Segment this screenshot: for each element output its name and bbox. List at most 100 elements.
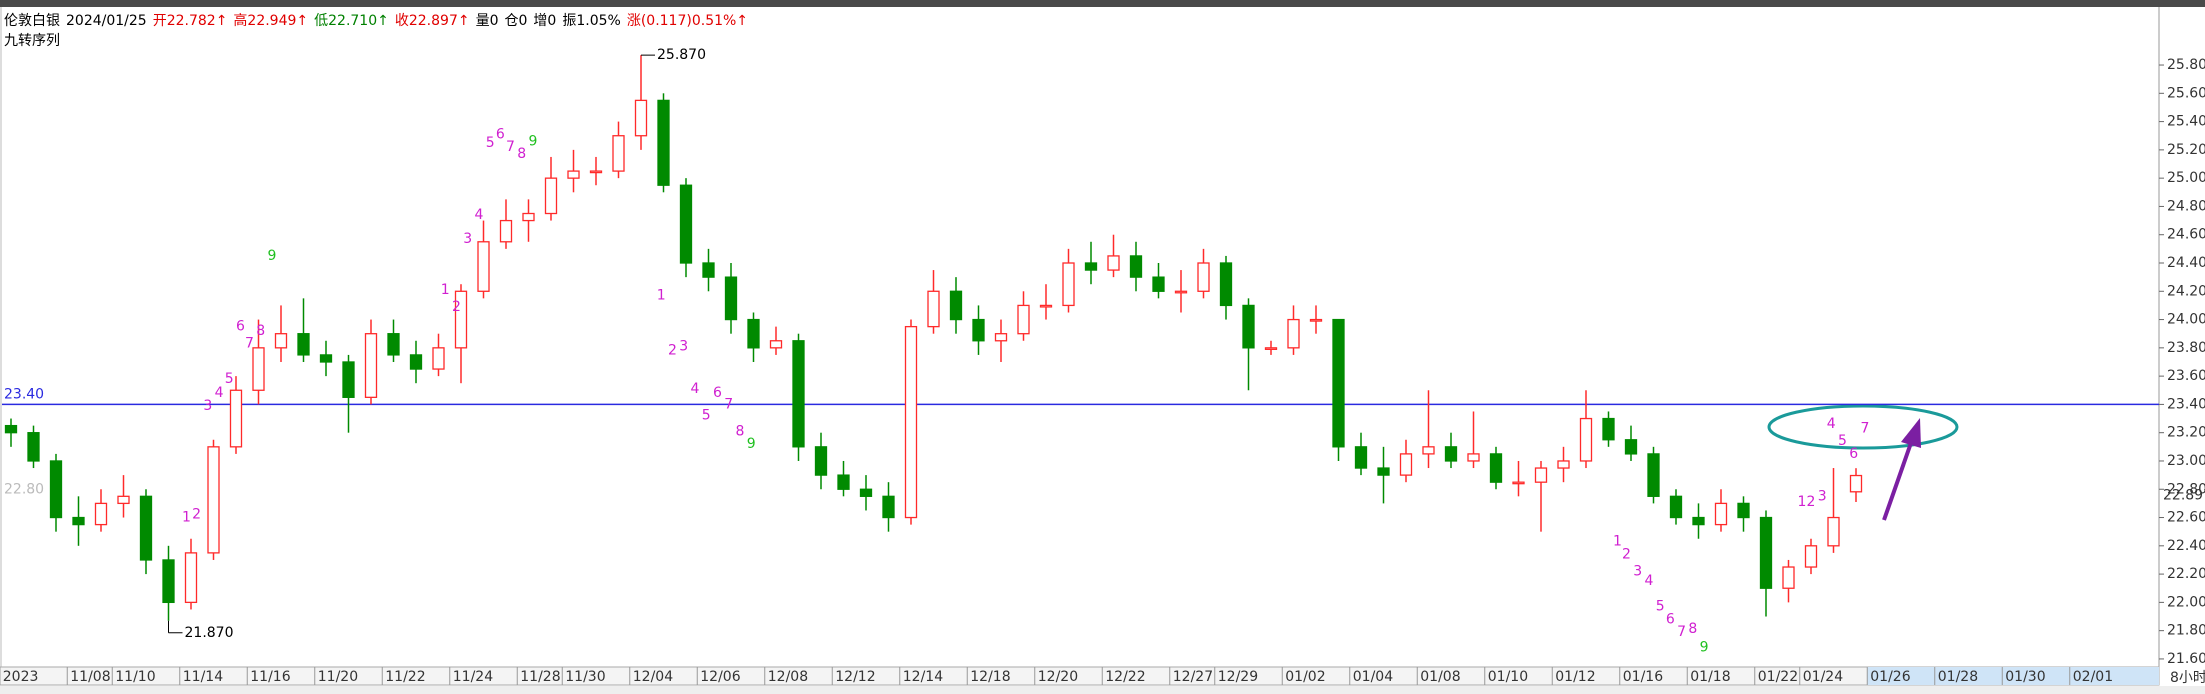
candle-body: [297, 333, 310, 356]
x-tick-label: 12/29: [1218, 669, 1258, 685]
candle-body: [1647, 453, 1660, 497]
highlight-ellipse: [1767, 404, 1959, 450]
candle-body: [1669, 495, 1683, 519]
td-count: 4: [691, 381, 700, 397]
candle-body: [117, 495, 130, 505]
x-tick-label: 12/04: [633, 669, 673, 685]
candle-body: [477, 241, 490, 292]
y-tick-label: 23.600: [2167, 368, 2205, 384]
x-tick-label: 11/14: [183, 669, 223, 685]
candle-body: [1624, 439, 1638, 455]
candle-body: [1354, 446, 1368, 469]
candle-body: [1219, 262, 1233, 307]
x-tick-label: 11/16: [250, 669, 290, 685]
td-count: 4: [215, 385, 224, 401]
y-tick-label: 23.800: [2167, 340, 2205, 356]
x-tick-label: 01/16: [1623, 669, 1663, 685]
period-label: 8小时: [2170, 670, 2205, 686]
low-label: 21.870: [185, 625, 234, 641]
td-count: 2: [668, 343, 677, 359]
x-tick-label: 12/22: [1105, 669, 1145, 685]
td-count: 3: [1818, 488, 1827, 504]
td-count: 5: [702, 408, 711, 424]
x-tick-label: 12/08: [768, 669, 808, 685]
candle-body: [94, 502, 108, 526]
td-count: 4: [1827, 416, 1836, 432]
x-tick-label: 12/18: [970, 669, 1010, 685]
x-tick-label: 01/30: [2005, 669, 2045, 685]
candle-body: [252, 347, 265, 391]
td-count: 1: [1798, 494, 1807, 510]
x-tick-label: 11/24: [453, 669, 493, 685]
candle-body: [1062, 262, 1075, 307]
td-count: 1: [441, 282, 450, 298]
header-item: 仓0: [505, 13, 528, 29]
y-tick-label: 22.400: [2167, 538, 2205, 554]
td-count: 9: [268, 248, 277, 264]
candle-body: [49, 460, 63, 519]
arrow-shaft: [1882, 439, 1914, 521]
x-tick-label: 12/27: [1173, 669, 1213, 685]
header-item: 涨(0.117)0.51%↑: [627, 13, 748, 29]
td-count: 6: [713, 385, 722, 401]
x-tick-label: 12/14: [903, 669, 943, 685]
arrow-head: [1901, 418, 1921, 448]
candle-body: [364, 333, 378, 398]
y-tick-label: 23.200: [2167, 425, 2205, 441]
candle-body: [1422, 446, 1435, 455]
candle-body: [679, 184, 693, 264]
candle-body: [1714, 502, 1728, 526]
td-count: 9: [1700, 640, 1709, 656]
future-region: [1867, 667, 2159, 685]
candle-body: [207, 446, 220, 554]
candle-body: [634, 99, 648, 137]
x-tick-label: 11/20: [318, 669, 358, 685]
candle-body: [882, 495, 895, 519]
candle-body: [1759, 516, 1773, 589]
x-tick-label: 11/30: [565, 669, 605, 685]
background: [0, 7, 2205, 694]
x-tick-label: 01/18: [1690, 669, 1730, 685]
y-tick-label: 22.200: [2167, 566, 2205, 582]
x-tick-label: 01/26: [1870, 669, 1910, 685]
td-count: 5: [1838, 433, 1847, 449]
candle-body: [1827, 516, 1840, 547]
candle-body: [1849, 474, 1863, 493]
x-tick-label: 01/28: [1938, 669, 1978, 685]
window-bar: [0, 0, 2205, 7]
candle-body: [1084, 262, 1098, 271]
x-tick-label: 01/12: [1555, 669, 1595, 685]
candle-body: [1692, 516, 1705, 526]
x-tick-label: 12/12: [835, 669, 875, 685]
x-tick-label: 11/10: [115, 669, 155, 685]
candle-body: [1017, 304, 1030, 335]
td-count: 7: [506, 139, 515, 155]
x-tick-label: 12/20: [1038, 669, 1078, 685]
candle-body: [139, 495, 153, 561]
candle-body: [522, 212, 535, 222]
candle-body: [612, 135, 625, 172]
candle-body: [792, 340, 805, 448]
y-tick-label: 22.800: [2167, 481, 2205, 497]
td-count: 6: [1666, 611, 1675, 627]
y-tick-label: 21.800: [2167, 623, 2205, 639]
x-tick-label: 11/22: [385, 669, 425, 685]
td-count: 8: [517, 146, 526, 162]
candle-body: [1287, 318, 1300, 349]
candle-body: [1242, 304, 1255, 349]
header-item: 低22.710↑: [314, 13, 389, 29]
candle-body: [657, 99, 670, 186]
candle-body: [949, 290, 963, 321]
header-item: 振1.05%: [562, 13, 620, 29]
y-tick-label: 22.000: [2167, 594, 2205, 610]
price-level-label: 23.40: [4, 386, 44, 402]
candle-body: [1467, 453, 1480, 462]
candle-body: [994, 333, 1008, 342]
y-tick-label: 24.200: [2167, 283, 2205, 299]
td-count: 3: [463, 231, 472, 247]
td-count: 4: [475, 207, 484, 223]
candle-body: [184, 552, 198, 604]
y-tick-label: 24.000: [2167, 312, 2205, 328]
header: 伦敦白银 2024/01/25 开22.782↑ 高22.949↑ 低22.710↑ 收2…: [4, 12, 748, 29]
